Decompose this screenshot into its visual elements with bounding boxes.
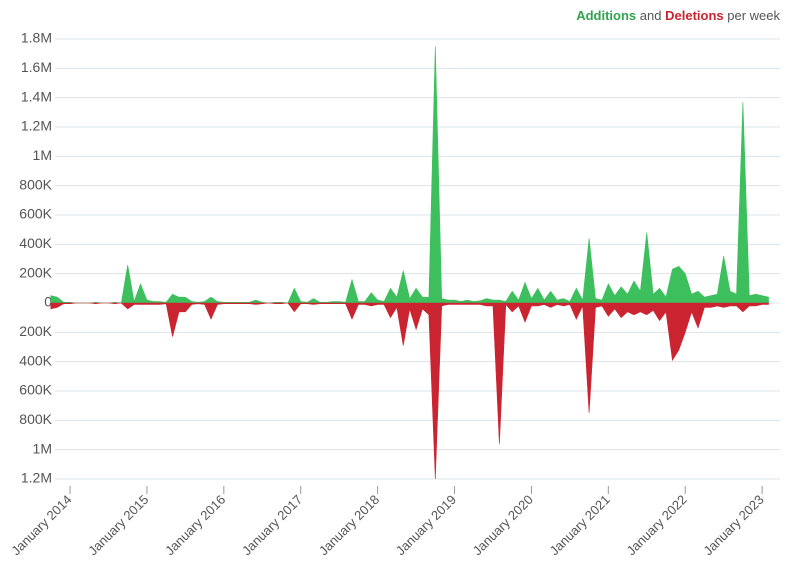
legend-text: and <box>640 8 662 23</box>
y-tick-label: 1.8M <box>21 30 52 46</box>
legend-text: Deletions <box>665 8 724 23</box>
legend-text: Additions <box>576 8 636 23</box>
y-tick-label: 1.6M <box>21 59 52 75</box>
x-tick-label: January 2020 <box>470 492 536 558</box>
y-tick-label: 400K <box>19 235 52 251</box>
y-tick-label: 1M <box>33 147 52 163</box>
area <box>50 302 769 480</box>
y-tick-label: 1.2M <box>21 470 52 486</box>
y-tick-label: 800K <box>19 176 52 192</box>
y-tick-label: 200K <box>19 323 52 339</box>
y-tick-label: 1.4M <box>21 88 52 104</box>
y-tick-label: 0 <box>44 294 52 310</box>
x-tick-label: January 2016 <box>162 492 228 558</box>
x-tick-label: January 2023 <box>700 492 766 558</box>
area <box>50 46 769 304</box>
y-tick-label: 1.2M <box>21 118 52 134</box>
legend: Additions and Deletions per week <box>576 8 780 23</box>
y-tick-label: 200K <box>19 264 52 280</box>
legend-text: per week <box>727 8 780 23</box>
y-tick-label: 600K <box>19 382 52 398</box>
x-tick-label: January 2017 <box>239 492 305 558</box>
y-tick-label: 800K <box>19 411 52 427</box>
x-tick-label: January 2022 <box>623 492 689 558</box>
y-tick-label: 600K <box>19 206 52 222</box>
x-tick-label: January 2019 <box>393 492 459 558</box>
x-tick-label: January 2021 <box>547 492 613 558</box>
x-tick-label: January 2018 <box>316 492 382 558</box>
y-tick-label: 400K <box>19 352 52 368</box>
x-tick-label: January 2015 <box>85 492 151 558</box>
x-tick-label: January 2014 <box>8 492 74 558</box>
y-tick-label: 1M <box>33 440 52 456</box>
